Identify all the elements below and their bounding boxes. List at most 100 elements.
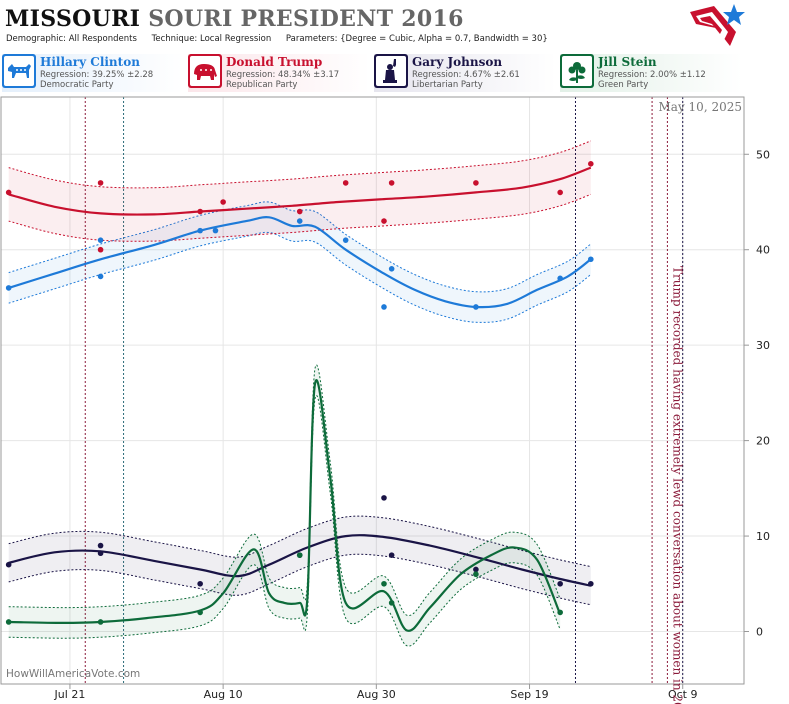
poll-point	[296, 208, 303, 215]
poll-point	[197, 227, 203, 234]
poll-point	[97, 237, 104, 243]
candidate-trump: Donald Trump Regression: 48.34% ±3.17 Re…	[188, 54, 370, 92]
poll-point	[5, 619, 12, 625]
poll-point	[5, 561, 12, 568]
regression-curve	[8, 534, 592, 587]
flower-icon	[560, 54, 594, 88]
axis-ticks: 0 10 20 30 40 50 Jul 21 Aug 10 Aug 30 Sep 19 Oct 9	[54, 148, 770, 701]
confidence-band	[8, 140, 591, 242]
poll-point	[5, 189, 12, 196]
poll-point	[212, 227, 219, 234]
candidate-name: Gary Johnson	[412, 55, 503, 69]
poll-point	[5, 285, 12, 291]
poll-point	[197, 609, 203, 616]
demographic-label: Demographic: All Respondents	[6, 34, 137, 44]
candidate-regression: Regression: 2.00% ±1.12	[598, 70, 706, 80]
poll-point	[557, 580, 563, 587]
candidate-regression: Regression: 4.67% ±2.61	[412, 70, 520, 80]
poll-point	[296, 552, 303, 558]
x-tick-label: Aug 30	[357, 688, 396, 701]
y-tick-label: 50	[756, 148, 770, 161]
y-tick-label: 10	[756, 530, 770, 543]
confidence-band	[8, 364, 561, 647]
regression-curves	[8, 166, 592, 632]
poll-point	[296, 218, 303, 224]
candidate-clinton: Hillary Clinton Regression: 39.25% ±2.28…	[2, 54, 184, 92]
liberty-icon	[374, 54, 408, 88]
regression-curve	[8, 166, 592, 216]
poll-point	[557, 189, 563, 196]
header: MISSOURI SOURI PRESIDENT 2016 Demographi…	[0, 0, 789, 100]
poll-point	[97, 180, 104, 186]
parameters-line: Demographic: All Respondents Technique: …	[6, 34, 560, 44]
watermark: HowWillAmericaVote.com	[6, 668, 140, 680]
band-lower	[8, 553, 591, 606]
candidate-party: Libertarian Party	[412, 80, 483, 90]
confidence-band	[8, 516, 591, 605]
donkey-icon	[2, 54, 36, 88]
plot-frame	[0, 96, 745, 685]
event-lines	[84, 97, 684, 684]
poll-point	[381, 580, 387, 587]
x-tick-label: Sep 19	[510, 688, 548, 701]
event-annotation: Trump recorded having extremely lewd con…	[670, 266, 684, 704]
candidate-name: Hillary Clinton	[40, 55, 140, 69]
x-tick-label: Oct 9	[668, 688, 698, 701]
band-lower	[8, 395, 561, 647]
confidence-band	[8, 201, 591, 323]
poll-point	[342, 180, 349, 186]
elephant-icon	[188, 54, 222, 88]
poll-point	[473, 180, 479, 186]
candidate-party: Republican Party	[226, 80, 298, 90]
band-upper	[8, 364, 561, 616]
candidate-regression: Regression: 48.34% ±3.17	[226, 70, 340, 80]
poll-point	[97, 550, 104, 557]
poll-point	[381, 304, 387, 310]
poll-point	[588, 256, 594, 263]
title-sub: SOURI PRESIDENT 2016	[148, 6, 464, 32]
poll-points	[5, 161, 594, 625]
x-tick-label: Aug 10	[204, 688, 243, 701]
poll-point	[97, 273, 104, 280]
poll-point	[388, 180, 395, 186]
technique-label: Technique: Local Regression	[151, 34, 272, 44]
poll-point	[220, 199, 226, 205]
poll-point	[381, 495, 387, 501]
poll-point	[342, 237, 349, 243]
poll-point	[388, 600, 395, 606]
candidate-regression: Regression: 39.25% ±2.28	[40, 70, 154, 80]
regression-curve	[8, 216, 592, 309]
site-logo-icon	[690, 4, 745, 46]
candidate-name: Jill Stein	[598, 55, 657, 69]
title-main: MISSOURI	[5, 6, 141, 32]
candidate-johnson: Gary Johnson Regression: 4.67% ±2.61 Lib…	[374, 54, 556, 92]
y-tick-label: 0	[756, 626, 763, 639]
y-tick-label: 20	[756, 435, 770, 448]
poll-point	[97, 619, 104, 625]
poll-point	[557, 609, 563, 616]
band-lower	[8, 231, 592, 323]
parameters-label: Parameters: {Degree = Cubic, Alpha = 0.7…	[285, 34, 548, 44]
band-upper	[8, 201, 592, 293]
date-label: May 10, 2025	[659, 100, 742, 114]
candidate-party: Green Party	[598, 80, 649, 90]
candidate-name: Donald Trump	[226, 55, 323, 69]
candidate-party: Democratic Party	[40, 80, 114, 90]
poll-point	[388, 552, 395, 558]
poll-point	[588, 580, 594, 587]
band-upper	[8, 140, 591, 189]
poll-point	[557, 275, 563, 282]
x-tick-label: Jul 21	[54, 688, 86, 701]
poll-point	[97, 542, 104, 549]
poll-point	[473, 566, 479, 573]
poll-point	[197, 580, 203, 587]
poll-point	[473, 571, 479, 578]
band-upper	[8, 515, 591, 568]
candidate-stein: Jill Stein Regression: 2.00% ±1.12 Green…	[560, 54, 742, 92]
poll-point	[588, 161, 594, 167]
page-title: MISSOURI SOURI PRESIDENT 2016	[5, 6, 464, 32]
poll-point	[97, 246, 104, 253]
poll-point	[381, 218, 387, 224]
poll-point	[388, 266, 395, 272]
